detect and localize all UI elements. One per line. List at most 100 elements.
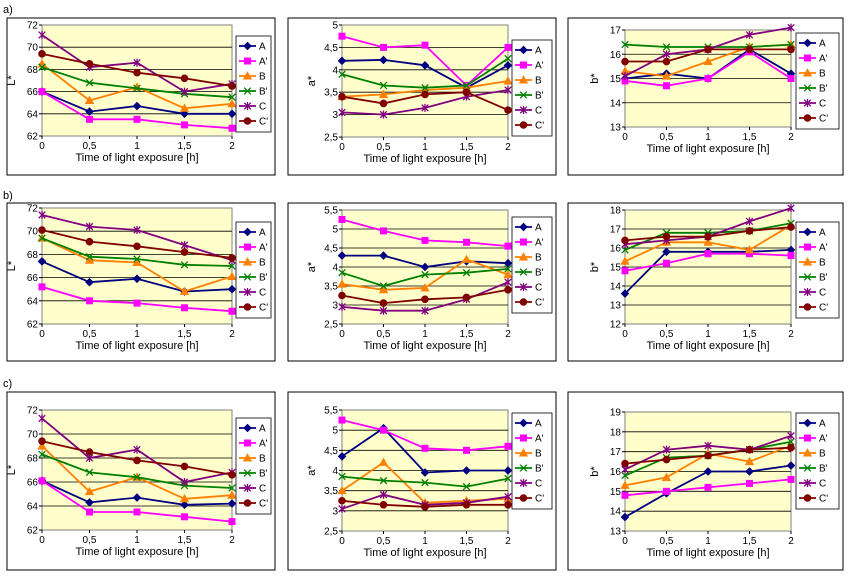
legend-marker <box>243 303 252 311</box>
legend-label: B <box>259 72 266 83</box>
legend-box <box>511 39 553 137</box>
x-tick-label: 0 <box>39 141 45 152</box>
data-point <box>503 269 513 279</box>
data-point <box>621 40 629 49</box>
x-tick-label: 1 <box>705 329 711 340</box>
legend-label: B' <box>535 464 544 475</box>
data-point <box>133 226 141 235</box>
legend-label: B' <box>819 464 828 475</box>
data-point <box>38 477 46 485</box>
chart-panel: 13 14 15 16 17 18 19 0 0,5 1 1,5 2 Time of light exp… <box>567 391 844 571</box>
data-point <box>228 307 236 315</box>
legend-label: A <box>535 46 542 57</box>
data-point <box>337 279 347 288</box>
data-point <box>662 455 671 464</box>
data-point <box>338 32 346 40</box>
data-point <box>504 85 512 94</box>
x-axis-title: Time of light exposure [h] <box>363 547 486 559</box>
y-tick-label: 62 <box>27 526 39 537</box>
data-point <box>421 103 429 112</box>
data-point <box>38 437 46 446</box>
data-point <box>181 513 188 521</box>
data-point <box>462 81 471 90</box>
x-axis-title: Time of light exposure [h] <box>363 340 486 352</box>
data-point <box>228 484 236 492</box>
data-point <box>621 236 629 245</box>
y-tick-label: 5 <box>332 225 338 236</box>
legend-label: B' <box>259 469 268 480</box>
legend-marker <box>520 61 527 69</box>
x-tick-label: 2 <box>505 536 511 547</box>
data-point <box>180 241 189 250</box>
y-tick-label: 12 <box>610 320 622 331</box>
legend-marker <box>243 41 252 51</box>
legend-label: C' <box>535 494 544 505</box>
x-tick-label: 0 <box>39 329 45 340</box>
data-point <box>181 121 188 129</box>
data-point <box>421 295 429 304</box>
data-point <box>38 234 46 242</box>
data-point <box>379 299 388 307</box>
legend-marker <box>519 418 528 428</box>
data-point <box>421 306 429 315</box>
data-point <box>462 466 471 475</box>
y-tick-label: 17 <box>610 225 622 236</box>
y-tick-label: 70 <box>27 43 39 54</box>
legend-marker <box>519 268 528 276</box>
legend-marker <box>520 434 527 442</box>
data-point <box>663 82 670 90</box>
legend-label: B <box>259 258 266 269</box>
data-point <box>704 232 712 241</box>
data-point <box>787 475 795 483</box>
legend-box <box>235 35 272 133</box>
data-point <box>38 63 46 71</box>
data-point <box>180 261 189 269</box>
legend-label: C <box>259 484 266 495</box>
data-point <box>227 499 237 508</box>
data-point <box>85 78 94 87</box>
data-point <box>180 462 189 471</box>
legend-marker <box>243 499 252 507</box>
data-point <box>37 441 47 450</box>
legend-marker <box>803 418 812 428</box>
legend-marker <box>244 57 251 65</box>
x-tick-label: 0,5 <box>377 329 391 340</box>
data-point <box>180 109 189 119</box>
legend-box <box>235 221 272 319</box>
x-axis-title: Time of light exposure [h] <box>363 153 486 165</box>
data-point <box>380 426 387 434</box>
data-point <box>133 445 141 454</box>
legend-box <box>795 412 840 510</box>
y-tick-label: 18 <box>610 206 622 217</box>
data-point <box>86 297 93 305</box>
data-point <box>338 291 346 300</box>
x-tick-label: 1,5 <box>743 132 757 143</box>
y-tick-label: 14 <box>610 282 622 293</box>
data-point <box>338 504 346 513</box>
data-point <box>704 75 712 82</box>
legend-label: A <box>259 424 266 435</box>
x-tick-label: 2 <box>229 535 235 546</box>
legend-marker <box>519 45 528 55</box>
data-point <box>461 254 472 263</box>
legend-label: C' <box>819 114 828 125</box>
legend-label: A <box>819 39 826 50</box>
chart-panel: 62 64 66 68 70 72 0 0,5 1 1,5 2 Time of light expos… <box>6 17 276 176</box>
data-point <box>227 109 237 119</box>
data-point <box>621 459 629 468</box>
data-point <box>621 57 629 66</box>
data-point <box>503 466 513 475</box>
legend-marker <box>803 479 812 487</box>
legend-label: C <box>535 283 542 294</box>
data-point <box>620 512 630 522</box>
legend-marker <box>519 106 528 114</box>
legend-label: A' <box>535 434 544 445</box>
x-tick-label: 1,5 <box>178 141 192 152</box>
chart-panel: 12 13 14 15 16 17 18 0 0,5 1 1,5 2 Time of light exp… <box>567 202 844 362</box>
y-tick-label: 16 <box>610 50 622 61</box>
x-tick-label: 0,5 <box>377 536 391 547</box>
y-tick-label: 3,5 <box>324 282 338 293</box>
data-point <box>133 84 141 93</box>
data-point <box>338 416 346 424</box>
legend-label: C <box>535 106 542 117</box>
